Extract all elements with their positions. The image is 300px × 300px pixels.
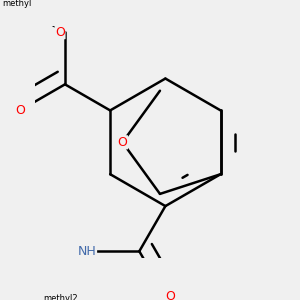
Text: methyl2: methyl2 (44, 294, 78, 300)
Text: NH: NH (78, 245, 97, 258)
Text: O: O (55, 26, 65, 39)
Text: O: O (118, 136, 128, 149)
Text: O: O (15, 104, 25, 117)
Text: O: O (165, 290, 175, 300)
Text: methyl: methyl (2, 0, 32, 8)
